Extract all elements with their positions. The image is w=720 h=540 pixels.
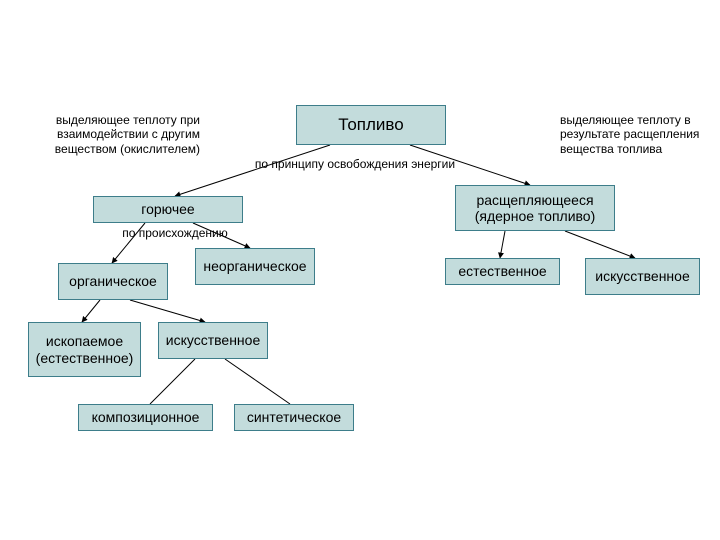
node-combust: горючее — [93, 196, 243, 223]
annotation-right: выделяющее теплоту в результате расщепле… — [560, 113, 710, 156]
edge — [500, 231, 505, 258]
edge — [225, 359, 290, 404]
node-natural: естественное — [445, 258, 560, 285]
node-composite: композиционное — [78, 404, 213, 431]
edge — [565, 231, 635, 258]
node-organic: органическое — [58, 263, 168, 300]
diagram-canvas: Топливо горючее расщепляющееся (ядерное то… — [0, 0, 720, 540]
annotation-origin: по происхождению — [105, 226, 245, 240]
node-artificial_o: искусственное — [158, 322, 268, 359]
node-root: Топливо — [296, 105, 446, 145]
node-fission: расщепляющееся (ядерное топливо) — [455, 185, 615, 231]
annotation-left: выделяющее теплоту при взаимодействии с … — [30, 113, 200, 156]
node-inorganic: неорганическое — [195, 248, 315, 285]
node-artificial_n: искусственное — [585, 258, 700, 295]
node-synthetic: синтетическое — [234, 404, 354, 431]
edge — [130, 300, 205, 322]
edge — [150, 359, 195, 404]
annotation-center: по принципу освобождения энергии — [225, 157, 485, 171]
edge — [82, 300, 100, 322]
node-fossil: ископаемое (естественное) — [28, 322, 141, 377]
